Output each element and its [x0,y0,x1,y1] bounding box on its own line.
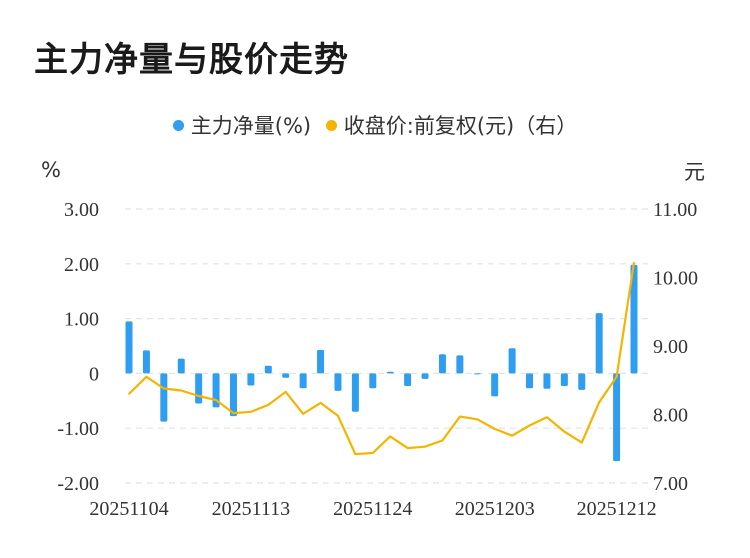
line-point-close-price [354,453,357,456]
line-point-close-price [406,447,409,449]
line-point-close-price [493,428,496,430]
bar-net-volume [264,365,272,374]
bar-net-volume [560,373,568,387]
line-point-close-price [424,445,426,448]
left-axis-ticks: 3.00 2.00 1.00 0 -1.00 -2.00 [57,199,99,495]
legend: 主力净量(%) 收盘价:前复权(元)（右） [0,110,750,140]
x-tick-label: 20251104 [89,498,168,520]
line-point-close-price [337,415,339,417]
bar-net-volume [438,354,446,374]
legend-label-close-price: 收盘价:前复权(元)（右） [343,114,578,138]
line-point-close-price [250,410,252,413]
bar-net-volume [317,349,325,374]
x-tick-label: 20251124 [333,498,412,520]
line-point-close-price [389,435,392,438]
line-point-close-price [459,415,461,418]
y-right-tick-label: 8.00 [653,405,688,427]
line-point-close-price [563,430,566,433]
line-point-close-price [284,391,287,393]
y-left-tick-label: 2.00 [64,254,99,276]
bar-net-volume [282,373,290,378]
y-right-tick-label: 10.00 [653,268,698,290]
legend-item-net-volume[interactable]: 主力净量(%) [172,110,312,140]
line-point-close-price [371,452,374,454]
line-series [128,261,636,456]
bar-net-volume [404,373,412,387]
line-point-close-price [197,395,200,397]
line-point-close-price [319,402,322,404]
y-left-tick-label: 3.00 [64,199,99,221]
right-axis-ticks: 11.00 10.00 9.00 8.00 7.00 [653,199,698,495]
legend-bar-marker [172,119,184,131]
bar-net-volume [578,373,586,390]
bar-net-volume [456,355,464,374]
x-axis-ticks: 20251104 20251113 20251124 20251203 20251212 [89,498,656,520]
bar-net-volume [229,373,237,417]
bar-net-volume [247,373,255,386]
chart-title: 主力净量与股价走势 [34,40,349,80]
bar-net-volume [142,350,150,374]
bar-net-volume [491,373,499,397]
y-left-tick-label: 0 [89,363,99,385]
bar-net-volume [195,373,203,404]
line-point-close-price [128,393,130,395]
bar-net-volume [595,313,603,374]
y-left-tick-label: -2.00 [57,473,99,495]
grid-lines [125,208,650,484]
y-right-tick-label: 9.00 [653,336,688,358]
line-point-close-price [633,261,635,264]
bar-net-volume [421,373,429,379]
line-point-close-price [267,404,270,406]
line-point-close-price [580,441,583,444]
legend-line-marker [325,119,337,131]
bar-net-volume [369,373,377,389]
left-axis-unit: % [41,158,61,182]
legend-label-net-volume: 主力净量(%) [190,114,312,138]
line-point-close-price [615,376,618,378]
line-point-close-price [546,416,548,419]
line-point-close-price [302,413,304,415]
bar-net-volume [334,373,342,391]
line-point-close-price [145,376,148,378]
bar-net-volume [508,348,516,374]
y-right-tick-label: 11.00 [653,199,697,221]
bar-net-volume [160,373,168,422]
y-right-tick-label: 7.00 [653,473,688,495]
line-point-close-price [528,424,531,427]
bar-net-volume [526,373,534,389]
right-axis-unit: 元 [684,160,705,184]
line-point-close-price [180,389,183,392]
y-left-tick-label: -1.00 [57,418,99,440]
x-tick-label: 20251212 [577,498,657,520]
line-point-close-price [441,439,444,442]
line-point-close-price [163,387,165,390]
legend-item-close-price[interactable]: 收盘价:前复权(元)（右） [325,110,578,140]
bar-net-volume [613,373,621,462]
line-point-close-price [232,412,235,414]
bar-net-volume [299,373,307,389]
bar-net-volume [386,371,394,374]
bar-net-volume [473,373,481,375]
bar-net-volume [177,358,185,374]
bar-net-volume [351,373,359,412]
bar-net-volume [630,264,638,374]
bar-net-volume [543,373,551,389]
bar-net-volume [125,321,133,374]
line-point-close-price [476,418,479,421]
y-left-tick-label: 1.00 [64,309,99,331]
bar-series [125,264,638,462]
x-tick-label: 20251203 [455,498,535,520]
line-point-close-price [215,399,217,401]
line-point-close-price [598,401,600,403]
x-tick-label: 20251113 [212,498,291,520]
line-close-price [128,262,636,456]
line-point-close-price [511,434,513,437]
